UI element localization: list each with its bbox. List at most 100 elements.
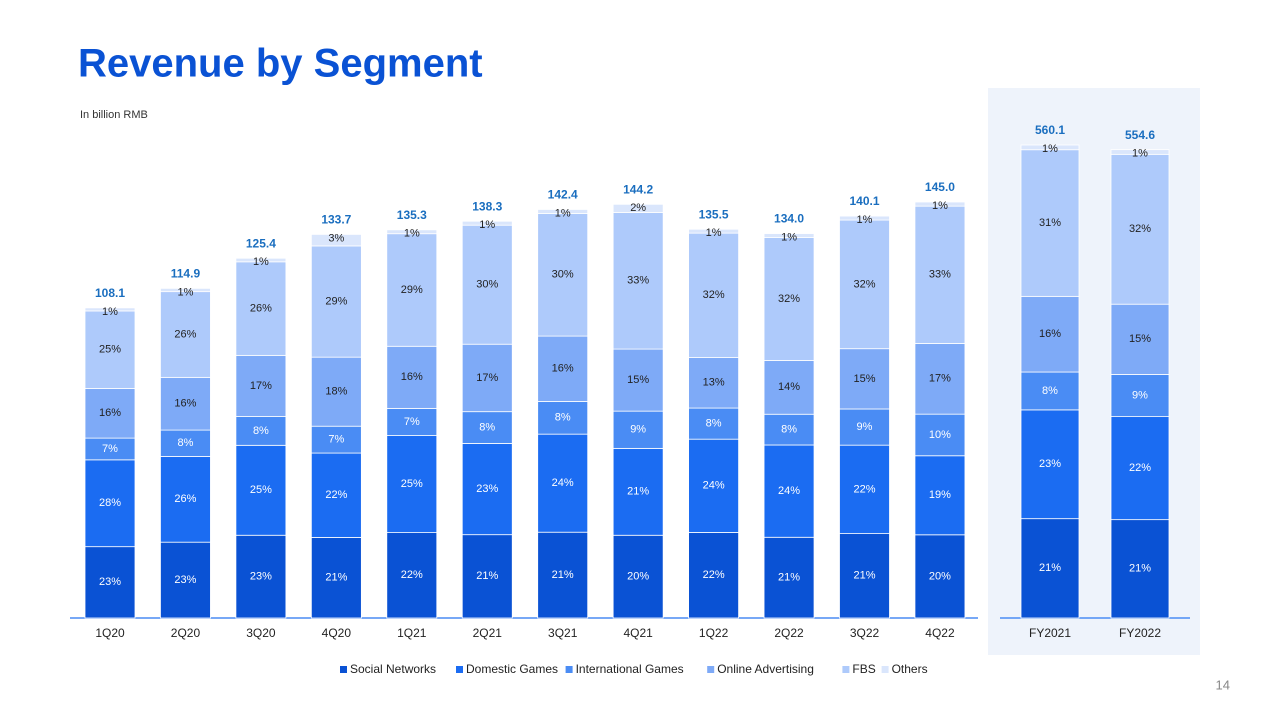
legend-swatch [842,666,850,673]
x-tick-label: 3Q22 [850,626,880,640]
page-number: 14 [1216,677,1230,692]
legend-label: Others [892,662,928,676]
bar-segment [1020,144,1080,151]
bar-segment [537,401,589,435]
segment-label: 25% [401,478,423,490]
legend-label: Social Networks [350,662,436,676]
bar-segment [160,376,211,431]
bar-segment [235,354,287,417]
segment-label: 30% [552,269,574,281]
total-label: 142.4 [548,188,578,202]
bar-segment [160,429,211,457]
bar-segment [310,425,362,454]
legend-label: International Games [576,662,684,676]
legend-swatch [881,666,889,673]
bar-segment [386,229,438,235]
x-tick-label: 4Q22 [925,626,955,640]
segment-label: 9% [1132,389,1148,401]
bar-segment [386,345,438,409]
segment-label: 32% [853,278,875,290]
total-label: 134.0 [774,212,804,226]
segment-label: 22% [325,489,347,501]
bar-segment [839,408,890,446]
x-tick-label: 1Q20 [95,626,125,640]
bar-segment [537,433,589,533]
bar-segment [461,411,513,444]
x-tick-label: 1Q21 [397,626,427,640]
segment-label: 8% [253,425,269,437]
bar-segment [461,534,513,619]
bar-segment [1110,303,1170,375]
bar-segment [763,237,815,361]
segment-label: 8% [479,421,495,433]
segment-label: 31% [1039,217,1061,229]
bar-segment [310,234,362,247]
bar-segment [461,220,513,226]
bar-segment [537,531,589,619]
x-tick-label: 4Q20 [322,626,352,640]
bar-segment [84,459,136,548]
bar-segment [763,536,815,619]
bar-segment [612,447,664,536]
segment-label: 32% [1129,223,1151,235]
segment-label: 14% [778,381,800,393]
bar-segment [235,416,287,446]
bar-segment [84,307,136,312]
x-tick-label: 1Q22 [699,626,729,640]
total-label: 554.6 [1125,128,1155,142]
total-label: 140.1 [849,194,879,208]
bar-segment [461,224,513,345]
bar-segment [839,444,890,534]
segment-label: 24% [552,477,574,489]
bar-segment [688,228,739,234]
segment-label: 33% [929,269,951,281]
segment-label: 32% [703,289,725,301]
segment-label: 23% [250,571,272,583]
segment-label: 1% [781,231,797,243]
bar-segment [688,438,739,533]
legend-swatch [340,666,347,673]
bar-segment [763,413,815,446]
segment-label: 1% [1132,148,1148,160]
bar-segment [386,532,438,619]
bar-segment [1110,153,1170,305]
total-label: 125.4 [246,236,276,250]
segment-label: 29% [325,295,347,307]
x-tick-label: FY2021 [1029,626,1071,640]
bar-segment [235,444,287,536]
segment-label: 30% [476,279,498,291]
bar-segment [1110,374,1170,418]
segment-label: 29% [401,284,423,296]
bar-segment [1020,295,1080,373]
bar-segment [160,541,211,619]
segment-label: 1% [177,286,193,298]
segment-label: 23% [99,576,121,588]
segment-label: 16% [174,398,196,410]
segment-label: 1% [102,306,118,318]
segment-label: 21% [627,486,649,498]
bar-segment [160,287,211,293]
segment-label: 1% [253,256,269,268]
legend-swatch [707,666,715,673]
total-label: 108.1 [95,286,125,300]
segment-label: 32% [778,293,800,305]
segment-label: 9% [630,424,646,436]
x-tick-label: 2Q20 [171,626,201,640]
segment-label: 15% [853,373,875,385]
x-tick-label: 3Q21 [548,626,578,640]
bar-segment [839,215,890,221]
segment-label: 24% [778,485,800,497]
segment-label: 7% [328,434,344,446]
segment-label: 25% [99,344,121,356]
bar-segment [160,291,211,378]
segment-label: 25% [250,484,272,496]
bar-segment [612,348,664,412]
segment-label: 1% [479,219,495,231]
segment-label: 19% [929,489,951,501]
segment-label: 17% [476,372,498,384]
segment-label: 21% [552,569,574,581]
x-tick-label: 2Q21 [473,626,503,640]
segment-label: 8% [177,437,193,449]
bar-segment [310,356,362,427]
segment-label: 18% [325,386,347,398]
